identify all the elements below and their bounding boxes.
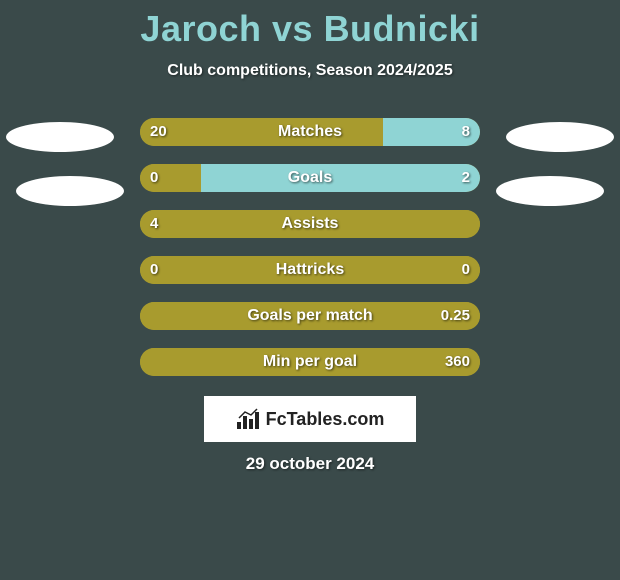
- chart-icon: [236, 408, 262, 430]
- stat-bar-left: [140, 164, 201, 192]
- stat-row: Min per goal360: [0, 348, 620, 394]
- title-vs: vs: [272, 8, 313, 49]
- stat-bar-left: [140, 256, 480, 284]
- portrait-ellipse: [506, 122, 614, 152]
- logo-text: FcTables.com: [266, 409, 385, 430]
- portrait-ellipse: [16, 176, 124, 206]
- portrait-ellipse: [496, 176, 604, 206]
- comparison-title: Jaroch vs Budnicki: [0, 0, 620, 50]
- footer-date: 29 october 2024: [0, 454, 620, 474]
- stat-bar-left: [140, 348, 480, 376]
- stat-bar-left: [140, 302, 480, 330]
- stat-bar-track: [140, 348, 480, 376]
- stat-bar-track: [140, 118, 480, 146]
- stat-bar-track: [140, 164, 480, 192]
- stat-bar-track: [140, 256, 480, 284]
- stat-bar-right: [383, 118, 480, 146]
- comparison-subtitle: Club competitions, Season 2024/2025: [0, 62, 620, 80]
- stat-rows: Matches208Goals02Assists4Hattricks00Goal…: [0, 118, 620, 394]
- stat-row: Assists4: [0, 210, 620, 256]
- player-left-name: Jaroch: [140, 8, 261, 49]
- stat-bar-right: [201, 164, 480, 192]
- stat-bar-left: [140, 118, 383, 146]
- stat-row: Hattricks00: [0, 256, 620, 302]
- fctables-logo: FcTables.com: [204, 396, 416, 442]
- stat-bar-track: [140, 210, 480, 238]
- portrait-ellipse: [6, 122, 114, 152]
- player-right-name: Budnicki: [324, 8, 480, 49]
- stat-row: Goals per match0.25: [0, 302, 620, 348]
- stat-bar-left: [140, 210, 480, 238]
- stat-bar-track: [140, 302, 480, 330]
